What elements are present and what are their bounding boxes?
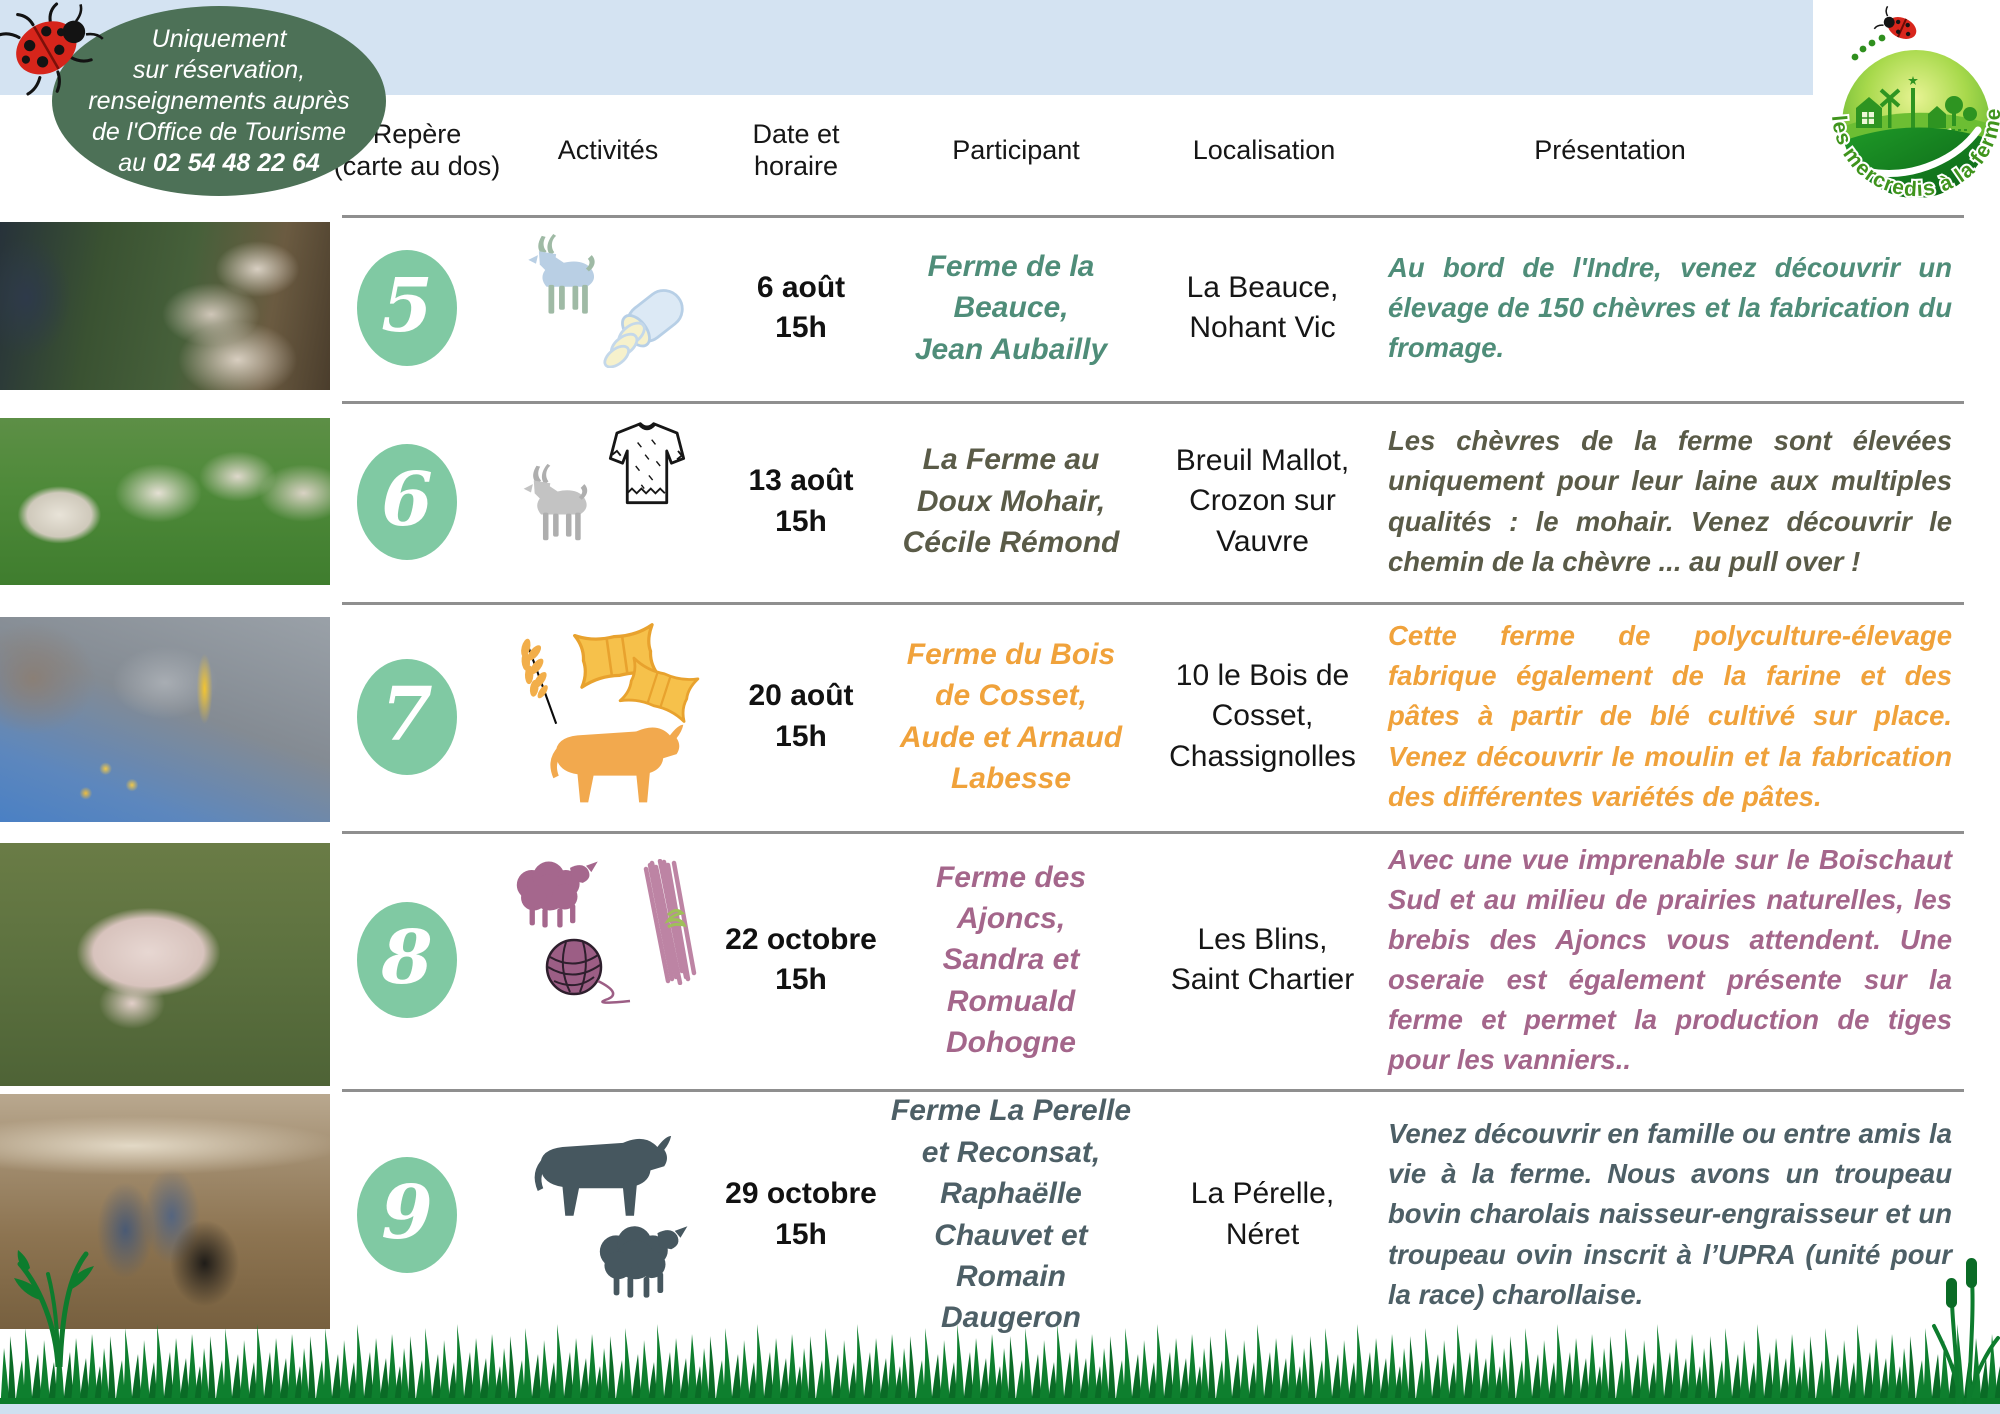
wicker-rods-icon [643,859,697,985]
reservation-line: Uniquement [151,24,287,53]
date-time: 22 octobre 15h [725,922,877,997]
row-divider [342,602,1964,605]
ladybug-icon [0,2,104,96]
goat-icon [523,463,588,541]
column-header-participant: Participant [952,134,1080,165]
location: La Pérelle, Néret [1190,1177,1335,1251]
column-header-activites: Activités [557,134,659,165]
cow-icon [534,1136,672,1216]
sheep-icon [599,1226,688,1298]
activity-icons [498,215,712,401]
map-marker-number: 7 [357,658,457,775]
farm-row-5: 5 [0,215,2000,401]
cow-icon [550,724,684,803]
location: 10 le Bois de Cosset, Chassignolles [1169,658,1356,773]
date-time: 13 août 15h [748,464,854,538]
cattail-sprig [1932,1258,2000,1412]
activity-icons [498,602,712,831]
presentation-text: Au bord de l'Indre, venez découvrir un é… [1388,251,1952,364]
location: La Beauce, Nohant Vic [1186,270,1339,345]
map-marker-number: 8 [357,902,457,1018]
date-time: 29 octobre 15h [725,1177,877,1251]
sweater-icon [608,422,686,505]
phone-number: 02 54 48 22 64 [152,148,320,177]
presentation-text: Avec une vue imprenable sur le Boischaut… [1388,843,1952,1076]
logo-farm-scene [1842,76,1990,198]
reservation-line: sur réservation, [132,55,306,84]
cheese-log-icon [603,289,684,368]
location: Les Blins, Saint Chartier [1170,922,1355,997]
goat-icon [528,233,595,314]
farm-row-8: 8 [0,831,2000,1089]
farm-photo-sheep-lamb [0,843,330,1086]
participant-name: Ferme du Bois de Cosset, Aude et Arnaud … [899,637,1123,795]
date-time: 6 août 15h [756,270,846,345]
participant-name: La Ferme au Doux Mohair, Cécile Rémond [902,443,1120,560]
activity-icons [498,1089,712,1340]
reservation-line: renseignements auprès [88,86,350,115]
tall-grass-sprig [14,1250,94,1367]
presentation-text: Venez découvrir en famille ou entre amis… [1388,1118,1952,1310]
ladybug-trail-dots [1851,34,1886,61]
map-marker-number: 5 [357,250,457,366]
column-header-localisation: Localisation [1192,134,1336,165]
farm-row-6: 6 1 [0,401,2000,602]
map-marker-number: 6 [357,443,457,560]
participant-name: Ferme des Ajoncs, Sandra et Romuald Doho… [935,860,1087,1060]
farm-row-7: 7 [0,602,2000,831]
farfalle-pasta-icon [618,656,700,723]
reservation-notice: Uniquement sur réservation, renseignemen… [52,6,386,196]
participant-name: Ferme de la Beauce, Jean Aubailly [914,249,1108,366]
column-header-repere: Repère (carte au dos) [333,118,501,181]
location: Breuil Mallot, Crozon sur Vauvre [1175,443,1350,558]
map-marker-number: 9 [357,1156,457,1273]
date-time: 20 août 15h [748,679,854,753]
farm-photo-angora-goats [0,418,330,585]
column-header-date: Date et horaire [752,118,840,181]
sheep-icon [516,861,598,928]
reservation-line: de l'Office de Tourisme [92,117,346,146]
farm-photo-farmers-cattle [0,1094,330,1329]
bottom-blue-band [0,1404,2000,1414]
reservation-phone-line: au 02 54 48 22 64 [118,148,320,177]
row-divider [342,831,1964,834]
presentation-text: Les chèvres de la ferme sont élevées uni… [1388,425,1952,577]
ladybug-icon [1873,5,1917,39]
activity-icons [498,831,712,1089]
row-divider [342,215,1964,218]
row-divider [342,401,1964,404]
farm-row-9: 9 29 octobre 15h Ferme La Perelle et Rec… [0,1089,2000,1340]
presentation-text: Cette ferme de polyculture-élevage fabri… [1388,620,1952,812]
grass-border [0,1324,2000,1414]
column-header-presentation: Présentation [1534,134,1686,165]
farm-photo-pasta-machine [0,617,330,822]
activity-icons [498,401,712,602]
wheat-icon [521,638,558,725]
participant-name: Ferme La Perelle et Reconsat, Raphaëlle … [890,1094,1132,1335]
yarn-ball-icon [545,938,631,1004]
farm-photo-goats-feeding [0,222,330,390]
mercredis-ferme-logo: les mercredis à la ferme [1825,5,2000,203]
row-divider [342,1089,1964,1092]
